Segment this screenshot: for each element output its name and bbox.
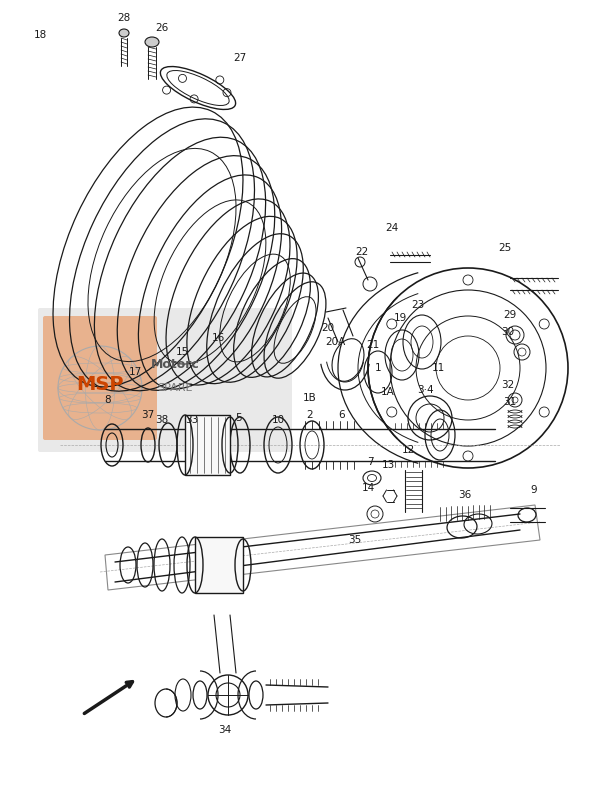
Text: 1B: 1B	[303, 393, 317, 403]
Ellipse shape	[119, 29, 129, 37]
Text: 37: 37	[141, 410, 154, 420]
Text: 26: 26	[156, 23, 169, 33]
Text: 36: 36	[459, 490, 472, 500]
Text: 2: 2	[307, 410, 313, 420]
Text: 20: 20	[321, 323, 334, 333]
Text: 38: 38	[156, 415, 169, 425]
Text: 5: 5	[235, 413, 241, 423]
Text: 19: 19	[393, 313, 407, 323]
Text: 14: 14	[361, 483, 375, 493]
Bar	[195, 537, 243, 593]
Bar	[185, 415, 230, 475]
Text: 35: 35	[348, 535, 362, 545]
FancyBboxPatch shape	[38, 308, 292, 452]
Text: 7: 7	[366, 457, 373, 467]
Text: 25: 25	[498, 243, 511, 253]
Text: 21: 21	[366, 340, 380, 350]
Text: Motorc: Motorc	[151, 358, 200, 371]
Text: 20A: 20A	[325, 337, 345, 347]
Text: 24: 24	[386, 223, 399, 233]
Text: 33: 33	[185, 415, 198, 425]
Text: 15: 15	[175, 347, 189, 357]
Text: 22: 22	[355, 247, 369, 257]
Ellipse shape	[145, 37, 159, 47]
Text: 29: 29	[503, 310, 517, 320]
Text: 28: 28	[118, 13, 131, 23]
FancyBboxPatch shape	[43, 316, 157, 440]
Text: 23: 23	[412, 300, 425, 310]
Text: 11: 11	[431, 363, 445, 373]
Text: 1A: 1A	[381, 387, 395, 397]
Text: 31: 31	[503, 397, 517, 407]
Text: 3·4: 3·4	[416, 385, 433, 395]
Text: 10: 10	[271, 415, 285, 425]
Text: SPARE: SPARE	[157, 383, 192, 393]
Text: 6: 6	[339, 410, 345, 420]
Text: 18: 18	[33, 30, 46, 40]
Text: 12: 12	[402, 445, 415, 455]
Text: 8: 8	[105, 395, 111, 405]
Text: MSP: MSP	[76, 375, 124, 394]
Text: 30: 30	[501, 327, 514, 337]
Text: 27: 27	[233, 53, 247, 63]
Text: 9: 9	[530, 485, 538, 495]
Text: 17: 17	[128, 367, 141, 377]
Text: 32: 32	[501, 380, 514, 390]
Text: 16: 16	[211, 333, 225, 343]
Text: 1: 1	[375, 363, 381, 373]
Text: 13: 13	[381, 460, 394, 470]
Text: 34: 34	[219, 725, 232, 735]
